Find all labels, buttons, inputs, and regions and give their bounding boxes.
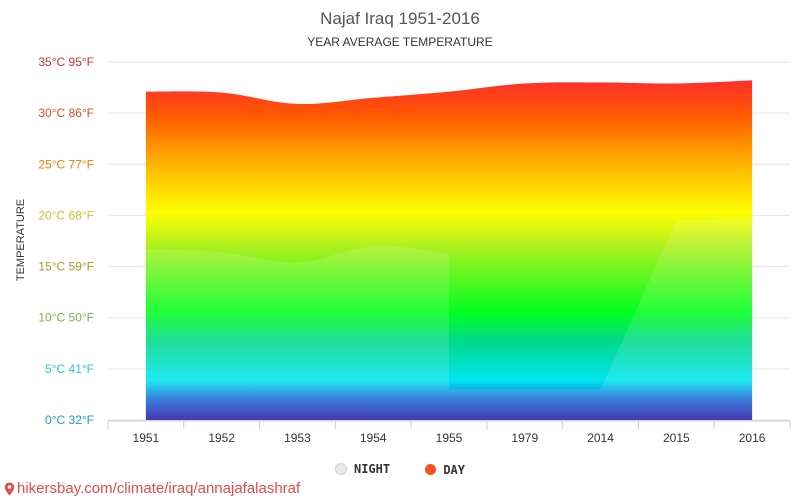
x-tick-label: 1952	[208, 431, 235, 445]
night-area	[145, 218, 753, 420]
y-tick-label: 20°C 68°F	[38, 208, 94, 222]
chart-subtitle: YEAR AVERAGE TEMPERATURE	[307, 35, 492, 49]
legend-night-label: NIGHT	[353, 462, 391, 476]
legend: NIGHT DAY	[0, 462, 800, 478]
x-tick-label: 2014	[587, 431, 614, 445]
x-axis: 1951 1952 1953 1954 1955 1979 2014 2015 2016	[107, 420, 791, 445]
x-tick-label: 1954	[360, 431, 387, 445]
x-tick-label: 1951	[133, 431, 160, 445]
legend-day-label: DAY	[443, 462, 466, 477]
legend-day-swatch	[425, 464, 437, 475]
y-axis-label: TEMPERATURE	[15, 199, 27, 281]
x-tick-label: 2015	[663, 431, 690, 445]
location-pin-icon	[4, 482, 15, 495]
x-tick-label: 1953	[284, 431, 311, 445]
y-tick-label: 5°C 41°F	[45, 362, 94, 376]
source-url: hikersbay.com/climate/iraq/annajafalashr…	[17, 480, 301, 497]
legend-night-swatch	[334, 463, 347, 475]
y-tick-label: 10°C 50°F	[38, 311, 94, 325]
y-tick-label: 35°C 95°F	[38, 55, 94, 69]
x-tick-label: 1955	[436, 431, 463, 445]
x-tick-label: 2016	[739, 431, 766, 445]
y-tick-labels: 0°C 32°F 5°C 41°F 10°C 50°F 15°C 59°F 20°C 6…	[38, 55, 94, 427]
source-link[interactable]: hikersbay.com/climate/iraq/annajafalashr…	[4, 480, 300, 497]
y-tick-label: 25°C 77°F	[38, 157, 94, 171]
chart-title: Najaf Iraq 1951-2016	[320, 9, 480, 28]
y-tick-label: 30°C 86°F	[38, 106, 94, 120]
legend-item-day[interactable]: DAY	[425, 463, 465, 477]
day-area	[145, 80, 753, 420]
legend-item-night[interactable]: NIGHT	[334, 462, 391, 476]
y-tick-label: 0°C 32°F	[45, 413, 94, 427]
area-series	[145, 80, 753, 420]
x-tick-label: 1979	[511, 431, 538, 445]
y-tick-label: 15°C 59°F	[38, 260, 94, 274]
